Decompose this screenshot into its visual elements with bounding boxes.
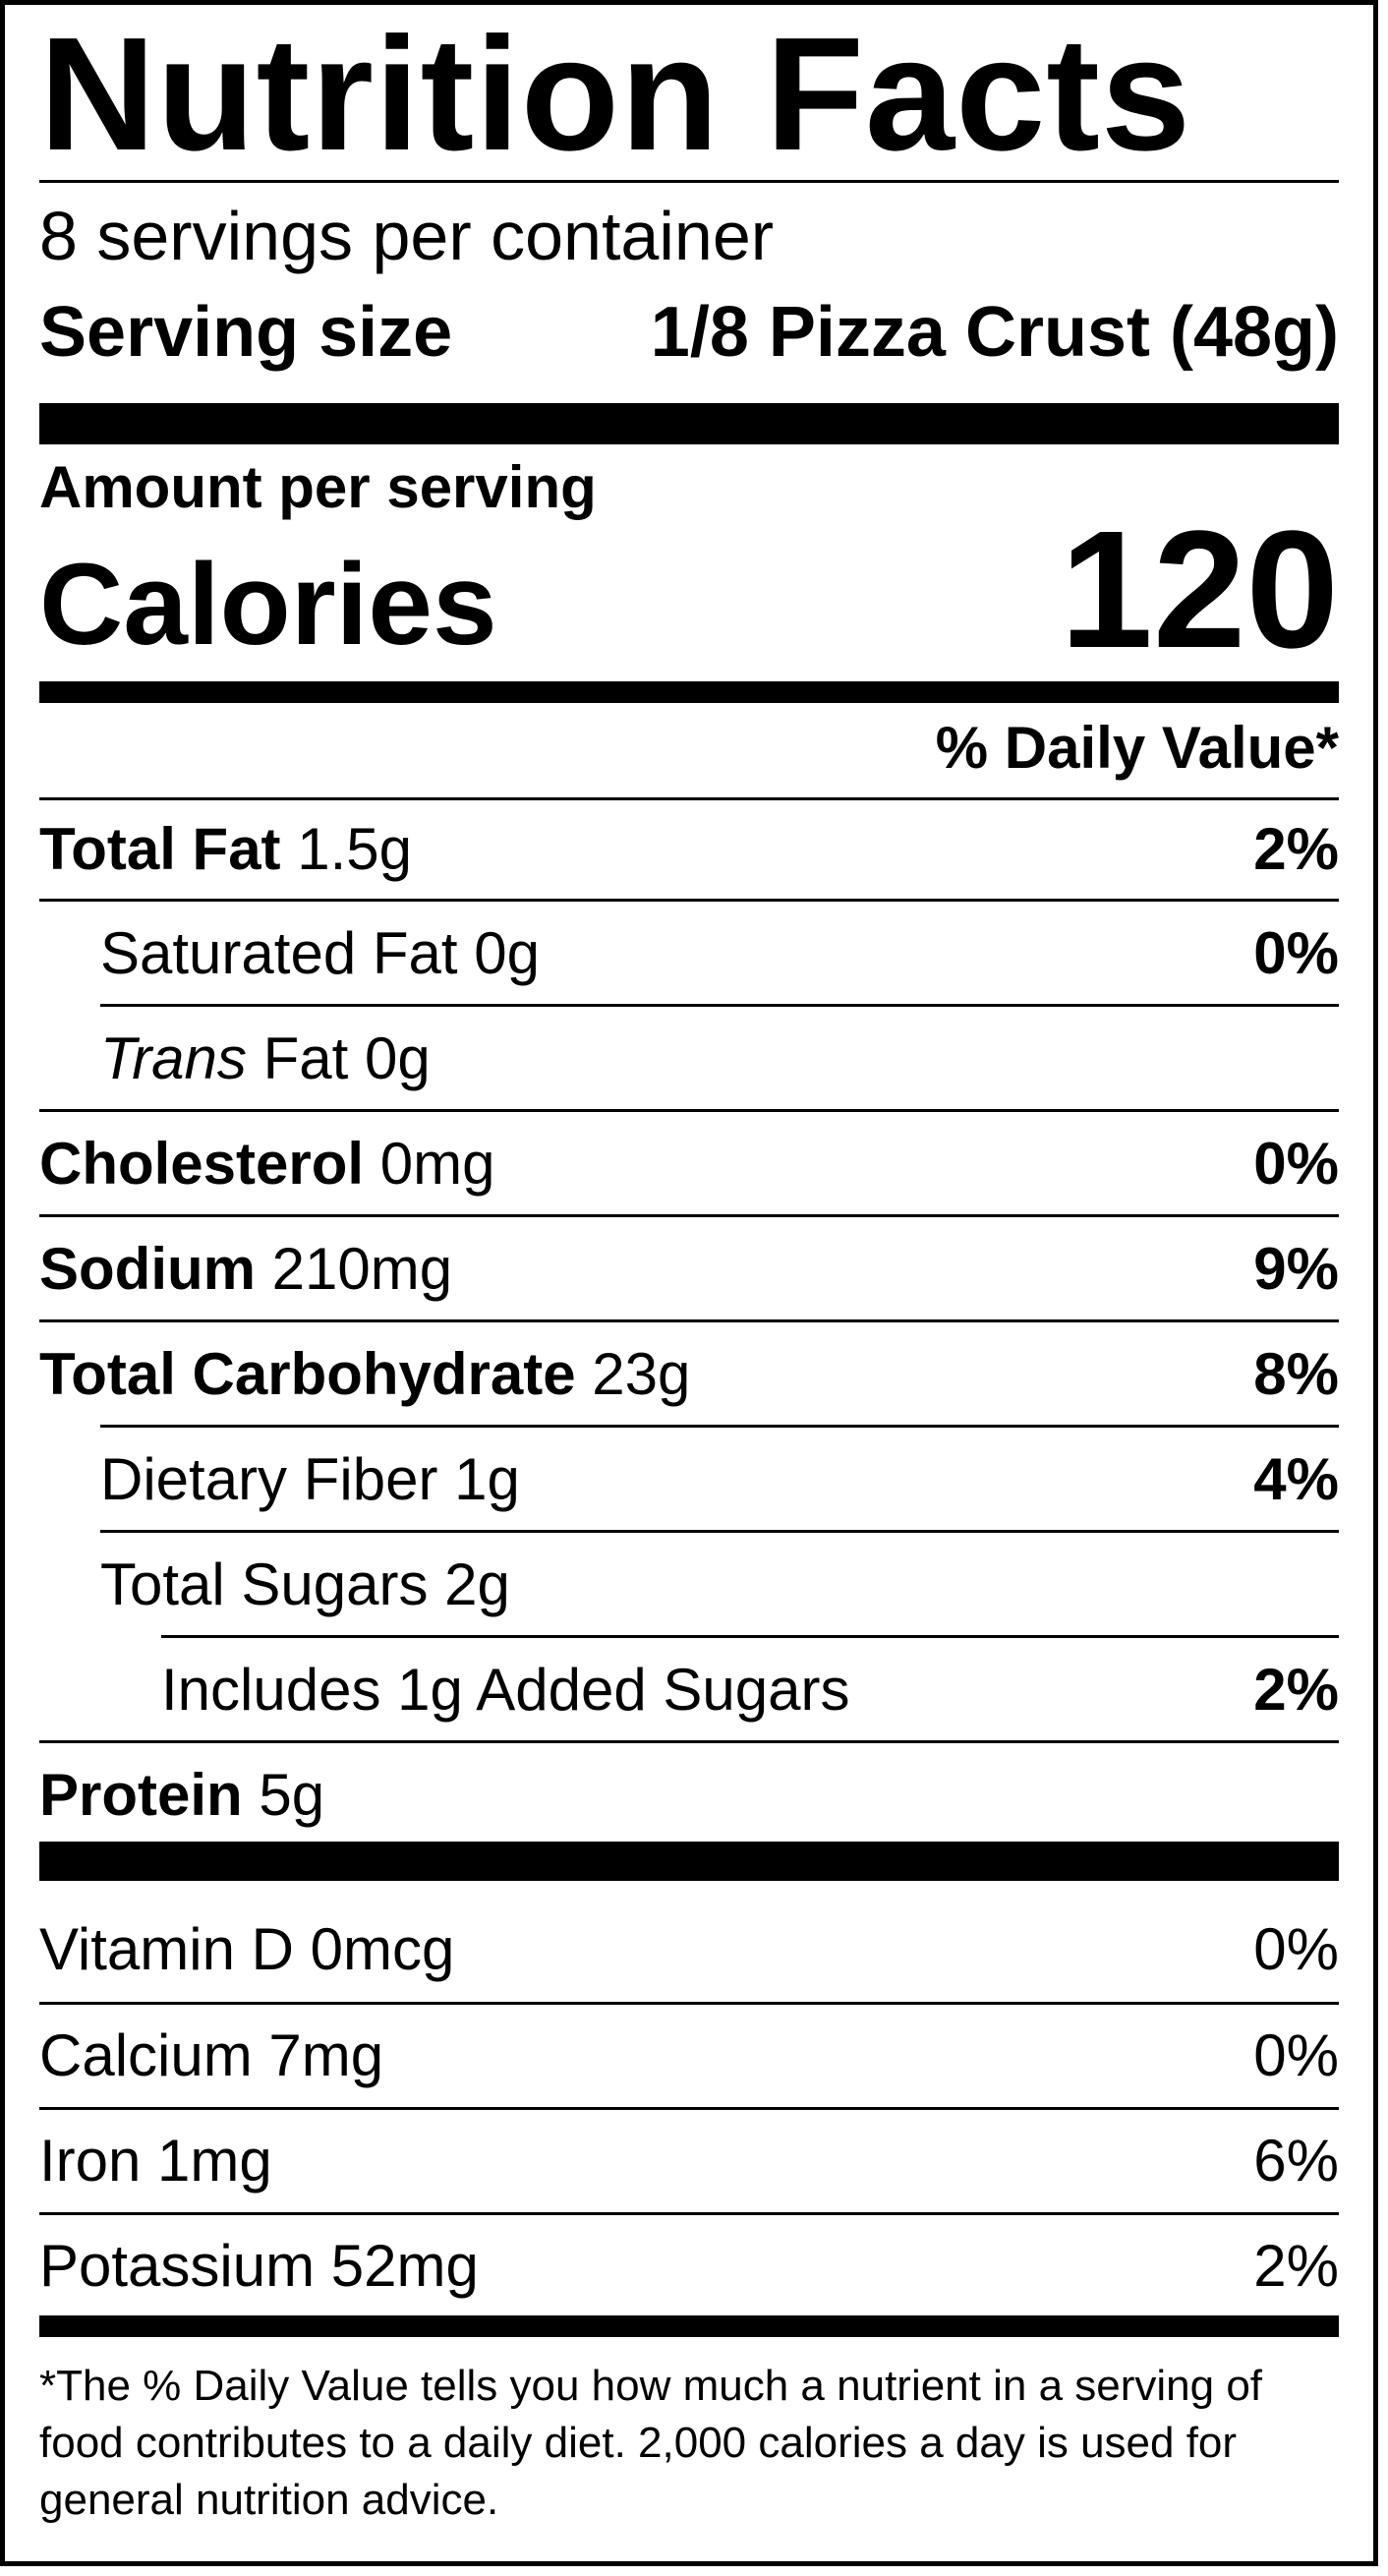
nutrient-daily-value: 0% [1253, 920, 1339, 986]
nutrient-name: Total Fat [39, 816, 281, 882]
vitamin-row-iron: Iron 1mg 6% [39, 2109, 1339, 2213]
vitamin-row-potassium: Potassium 52mg 2% [39, 2214, 1339, 2318]
row-divider [39, 2107, 1339, 2110]
nutrient-name: Protein [39, 1762, 243, 1828]
label-content: Nutrition Facts 8 servings per container… [39, 5, 1339, 2561]
row-divider [39, 797, 1339, 800]
nutrient-amount: 1.5g [297, 816, 412, 882]
thick-divider-top [39, 403, 1339, 444]
nutrient-name: Dietary Fiber 1g [100, 1446, 520, 1512]
row-divider [161, 1635, 1339, 1638]
nutrient-row-dietary-fiber: Dietary Fiber 1g 4% [39, 1428, 1339, 1532]
title-divider [39, 180, 1339, 183]
thick-divider-footnote [39, 2315, 1339, 2337]
nutrient-name: Total Carbohydrate [39, 1341, 576, 1407]
nutrient-row-trans-fat: Trans Fat 0g [39, 1007, 1339, 1111]
daily-value-footnote: *The % Daily Value tells you how much a … [39, 2362, 1263, 2524]
nutrient-daily-value: 2% [1253, 816, 1339, 882]
nutrient-row-sodium: Sodium 210mg 9% [39, 1217, 1339, 1321]
nutrient-amount: 210mg [271, 1236, 453, 1302]
row-divider [39, 1109, 1339, 1112]
nutrient-amount: 5g [259, 1762, 325, 1828]
nutrient-daily-value: 4% [1253, 1446, 1339, 1512]
nutrient-amount: 0mg [379, 1131, 495, 1197]
nutrient-name: Cholesterol [39, 1131, 365, 1197]
thick-divider-calories [39, 681, 1339, 703]
thick-divider-vitamins [39, 1842, 1339, 1881]
row-divider [39, 899, 1339, 902]
row-divider [100, 1530, 1339, 1533]
serving-size-value: 1/8 Pizza Crust (48g) [650, 293, 1339, 372]
nutrient-name: Saturated Fat 0g [100, 920, 540, 986]
serving-size-label: Serving size [39, 293, 453, 372]
calories-value: 120 [1060, 497, 1339, 683]
servings-per-container: 8 servings per container [39, 198, 775, 274]
nutrient-row-total-carbohydrate: Total Carbohydrate 23g 8% [39, 1322, 1339, 1427]
vitamin-daily-value: 0% [1253, 1916, 1339, 1982]
row-divider [39, 2002, 1339, 2005]
nutrient-name: Includes 1g Added Sugars [161, 1657, 850, 1723]
amount-per-serving: Amount per serving [39, 454, 597, 520]
nutrient-row-saturated-fat: Saturated Fat 0g 0% [39, 902, 1339, 1006]
vitamin-name: Iron 1mg [39, 2128, 272, 2194]
row-divider [39, 1740, 1339, 1743]
vitamin-row-vitamin-d: Vitamin D 0mcg 0% [39, 1898, 1339, 2002]
nutrient-amount: 23g [592, 1341, 691, 1407]
row-divider [100, 1004, 1339, 1007]
vitamin-daily-value: 6% [1253, 2128, 1339, 2194]
vitamin-daily-value: 0% [1253, 2022, 1339, 2088]
vitamin-name: Vitamin D 0mcg [39, 1916, 455, 1982]
nutrient-row-cholesterol: Cholesterol 0mg 0% [39, 1112, 1339, 1216]
nutrient-name-italic: Trans [100, 1025, 247, 1091]
nutrient-row-total-sugars: Total Sugars 2g [39, 1533, 1339, 1637]
nutrient-row-added-sugars: Includes 1g Added Sugars 2% [39, 1638, 1339, 1742]
row-divider [39, 1214, 1339, 1217]
nutrient-name: Sodium [39, 1236, 256, 1302]
nutrient-daily-value: 0% [1253, 1131, 1339, 1197]
row-divider [100, 1425, 1339, 1428]
nutrient-daily-value: 8% [1253, 1341, 1339, 1407]
label-title: Nutrition Facts [39, 4, 1192, 184]
vitamin-name: Potassium 52mg [39, 2233, 479, 2299]
vitamin-daily-value: 2% [1253, 2233, 1339, 2299]
nutrient-daily-value: 9% [1253, 1236, 1339, 1302]
vitamin-row-calcium: Calcium 7mg 0% [39, 2004, 1339, 2108]
nutrient-daily-value: 2% [1253, 1657, 1339, 1723]
row-divider [39, 1319, 1339, 1322]
daily-value-header: % Daily Value* [935, 715, 1339, 781]
row-divider [39, 2212, 1339, 2215]
nutrient-row-total-fat: Total Fat 1.5g 2% [39, 797, 1339, 902]
serving-size-row: Serving size 1/8 Pizza Crust (48g) [39, 288, 1339, 377]
nutrient-name: Fat 0g [262, 1025, 431, 1091]
vitamin-name: Calcium 7mg [39, 2022, 384, 2088]
nutrient-name: Total Sugars 2g [100, 1551, 510, 1617]
calories-label: Calories [39, 540, 497, 670]
nutrient-row-protein: Protein 5g [39, 1743, 1339, 1847]
